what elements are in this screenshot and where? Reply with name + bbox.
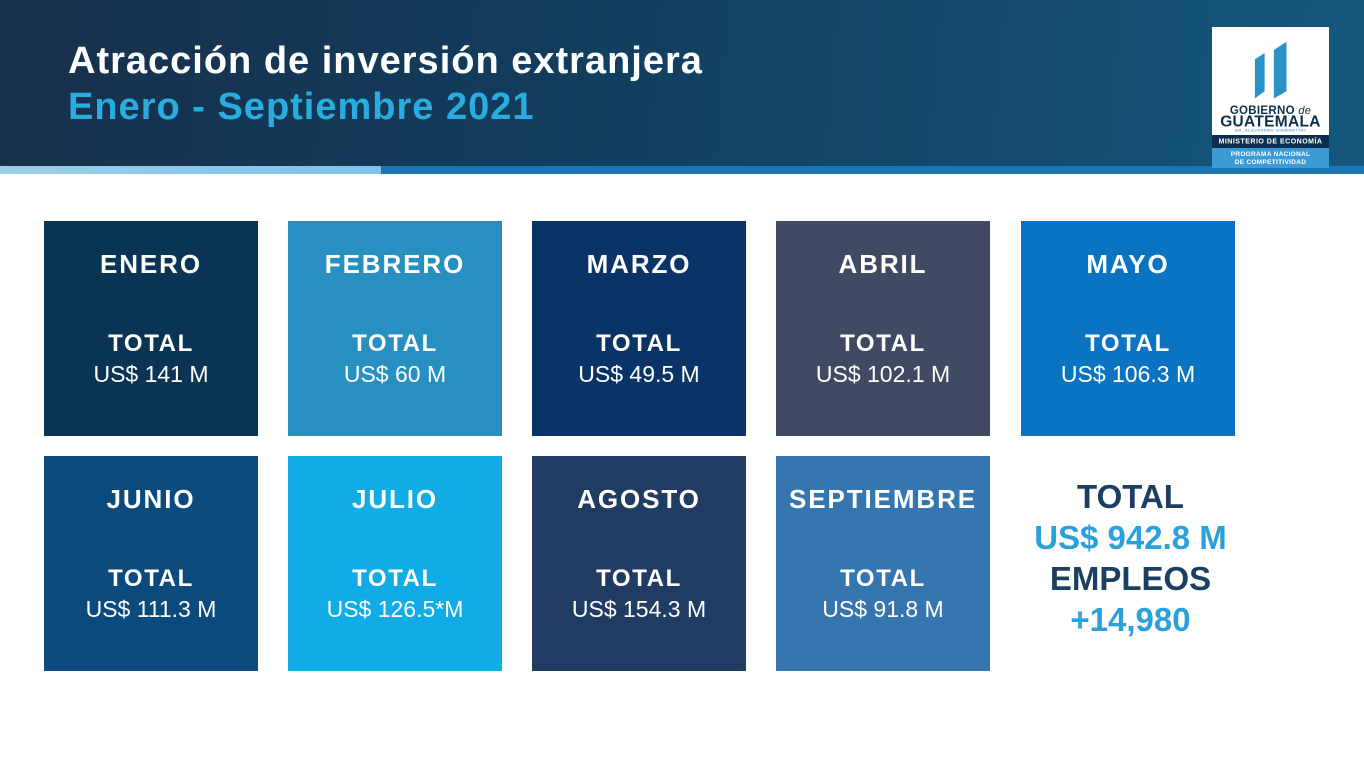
svg-text:DR. ALEJANDRO GIAMMATTEI: DR. ALEJANDRO GIAMMATTEI <box>1235 128 1306 133</box>
